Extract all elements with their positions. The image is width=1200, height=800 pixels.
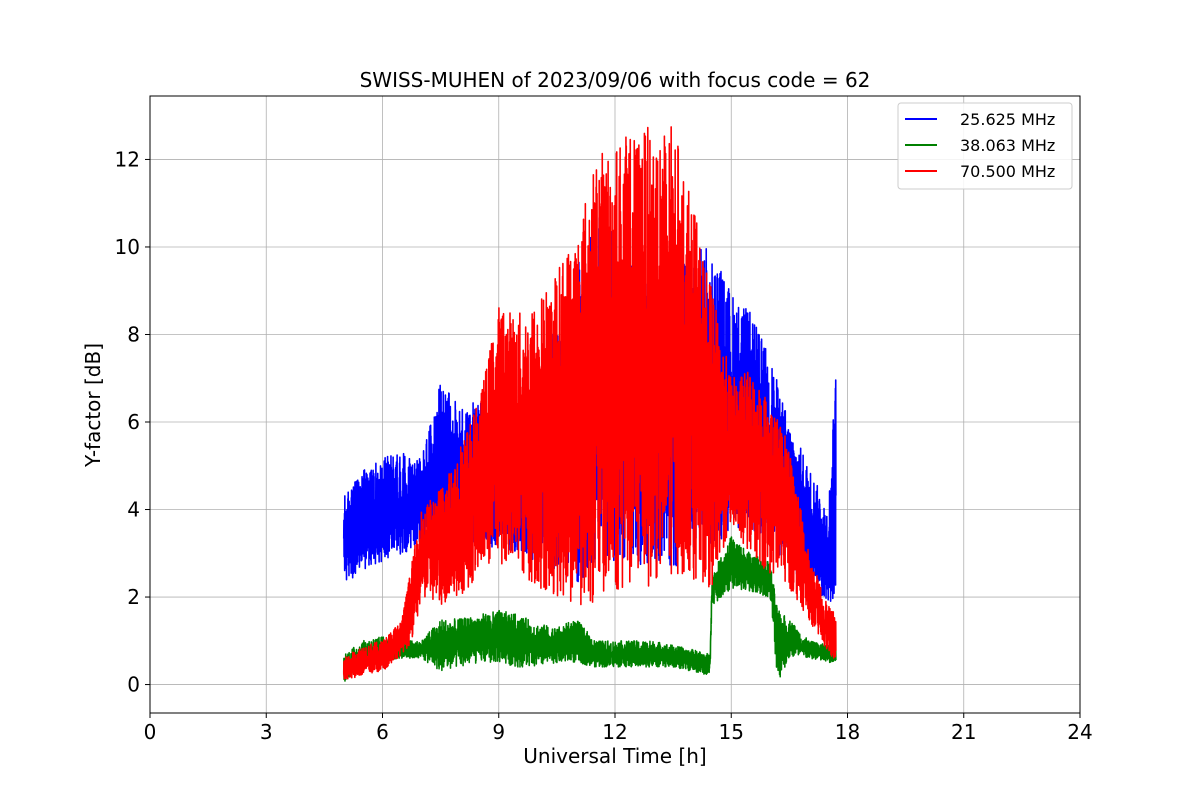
y-tick-label: 0 [127, 673, 140, 697]
y-tick-label: 4 [127, 498, 140, 522]
x-tick-label: 12 [602, 720, 627, 744]
y-tick-label: 6 [127, 410, 140, 434]
x-tick-label: 9 [492, 720, 505, 744]
legend: 25.625 MHz 38.063 MHz 70.500 MHz [897, 102, 1073, 190]
x-tick-label: 15 [719, 720, 744, 744]
x-tick-label: 3 [260, 720, 273, 744]
series-line-2 [342, 536, 837, 682]
x-tick-label: 18 [835, 720, 860, 744]
x-tick-label: 0 [144, 720, 157, 744]
series-layer [342, 126, 837, 682]
x-axis-label: Universal Time [h] [523, 744, 707, 768]
chart-title: SWISS-MUHEN of 2023/09/06 with focus cod… [359, 68, 871, 92]
y-tick-label: 8 [127, 322, 140, 346]
legend-label: 70.500 MHz [960, 162, 1055, 181]
series-line-3 [342, 126, 837, 680]
legend-label: 38.063 MHz [960, 136, 1055, 155]
x-tick-label: 21 [951, 720, 976, 744]
x-tick-label: 6 [376, 720, 389, 744]
legend-box [897, 102, 1073, 190]
x-tick-label: 24 [1067, 720, 1092, 744]
y-tick-label: 12 [115, 147, 140, 171]
y-tick-label: 10 [115, 235, 140, 259]
y-tick-label: 2 [127, 585, 140, 609]
legend-label: 25.625 MHz [960, 110, 1055, 129]
